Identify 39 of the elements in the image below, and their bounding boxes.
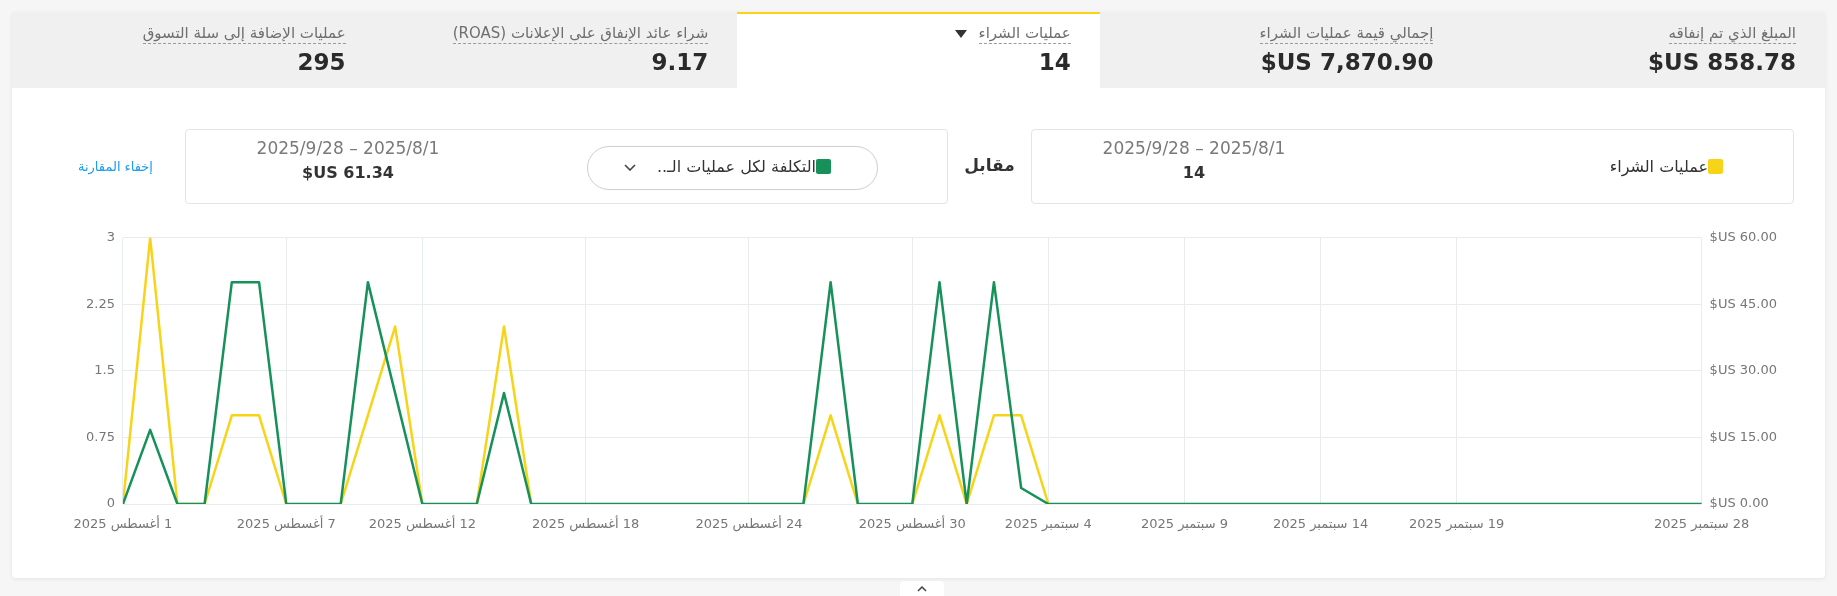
y2-tick-label: 60.00 US$ [1709,229,1778,245]
legend-label: التكلفة لكل عمليات الـ.. [656,157,816,176]
text: 2025/8/1 – 2025/9/28 [255,137,441,159]
text: 14 [1037,49,1071,75]
y-tick-label: 0.75 [85,428,115,444]
legend-label: عمليات الشراء [1609,157,1708,176]
y-tick-label: 2.25 [85,295,115,311]
text: المبلغ الذي تم إنفاقه [1668,24,1796,44]
x-tick-label: 7 أغسطس 2025 [236,514,336,532]
text: 9.17 [650,49,709,75]
text: 295 [296,49,346,75]
x-tick-label: 24 أغسطس 2025 [695,514,803,532]
text: إجمالي قيمة عمليات الشراء [1259,24,1434,44]
x-tick-label: 12 أغسطس 2025 [368,514,476,532]
text: 14 [1181,163,1207,183]
y2-tick-label: 0.00 US$ [1709,495,1769,511]
text: 858.78 US$ [1646,49,1796,75]
x-tick-label: 14 سبتمبر 2025 [1272,515,1369,532]
text: 2025/8/1 – 2025/9/28 [1101,137,1287,159]
y-tick-label: 3 [106,229,115,245]
text: 61.34 US$ [301,163,395,183]
y-tick-label: 1.5 [94,362,115,378]
y2-tick-label: 30.00 US$ [1709,362,1778,378]
text: عمليات الشراء [978,24,1071,44]
y2-tick-label: 45.00 US$ [1709,295,1778,311]
x-tick-label: 19 سبتمبر 2025 [1409,515,1505,532]
text: مقابل [963,155,1016,175]
y2-tick-label: 15.00 US$ [1709,428,1778,444]
y-tick-label: 0 [106,495,115,511]
text: 7,870.90 US$ [1259,49,1434,75]
text: إخفاء المقارنة [78,159,153,174]
x-tick-label: 9 سبتمبر 2025 [1140,515,1228,532]
x-tick-label: 4 سبتمبر 2025 [1004,515,1092,532]
x-tick-label: 28 سبتمبر 2025 [1653,515,1750,532]
x-tick-label: 1 أغسطس 2025 [73,514,173,532]
text: عمليات الإضافة إلى سلة التسوق [142,24,346,44]
text: شراء عائد الإنفاق على الإعلانات (ROAS) [452,24,709,44]
x-tick-label: 18 أغسطس 2025 [532,514,640,532]
x-tick-label: 30 أغسطس 2025 [858,514,966,532]
